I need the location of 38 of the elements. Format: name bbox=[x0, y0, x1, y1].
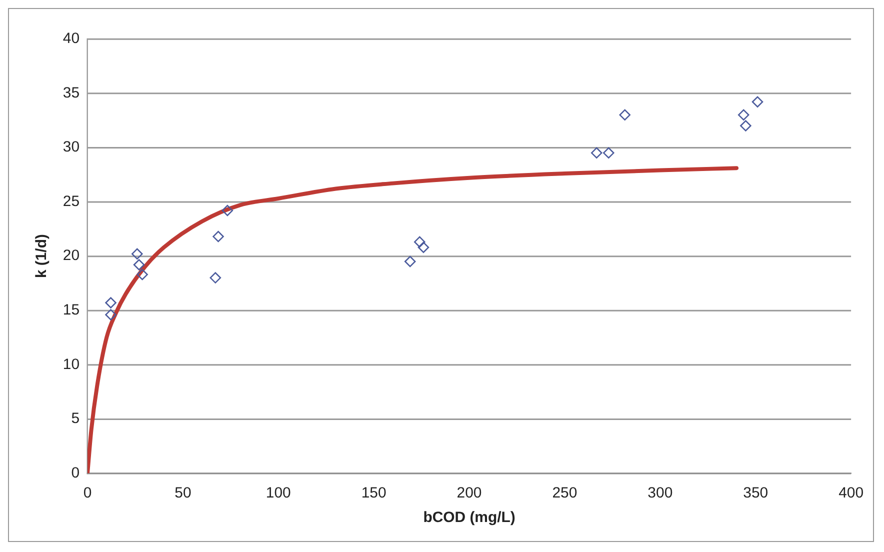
point bbox=[414, 236, 426, 248]
point bbox=[752, 96, 764, 108]
y-tick-label: 30 bbox=[62, 138, 80, 156]
x-axis-title: bCOD (mg/L) bbox=[423, 509, 516, 526]
point bbox=[418, 242, 430, 254]
point bbox=[602, 147, 614, 159]
y-tick-label: 15 bbox=[62, 302, 80, 318]
line-series bbox=[88, 166, 739, 474]
x-tick-label: 300 bbox=[648, 484, 673, 502]
point bbox=[619, 109, 630, 121]
x-tick-label: 250 bbox=[552, 484, 578, 502]
point bbox=[133, 259, 145, 270]
y-tick-label: 5 bbox=[71, 410, 80, 428]
y-tick-label: 10 bbox=[62, 356, 80, 373]
point bbox=[738, 109, 750, 121]
y-tick-label: 0 bbox=[71, 464, 80, 482]
x-tick-label: 50 bbox=[174, 484, 192, 502]
y-axis-title: k (1/d) bbox=[33, 234, 50, 278]
y-tick-label: 40 bbox=[62, 30, 80, 48]
x-tick-label: 0 bbox=[83, 484, 92, 502]
x-tick-label: 200 bbox=[456, 484, 482, 502]
point bbox=[131, 248, 143, 260]
x-tick-label: 350 bbox=[743, 484, 768, 502]
x-tick-label: 400 bbox=[838, 484, 864, 502]
point bbox=[212, 230, 224, 242]
point bbox=[590, 147, 602, 159]
point bbox=[105, 297, 116, 308]
point bbox=[222, 204, 234, 216]
x-tick-label: 100 bbox=[266, 484, 291, 502]
y-tick-label: 20 bbox=[62, 247, 80, 264]
x-tick-label: 150 bbox=[361, 484, 386, 502]
point bbox=[136, 268, 148, 280]
point bbox=[105, 309, 116, 320]
point bbox=[740, 120, 752, 132]
point bbox=[404, 256, 416, 268]
y-tick-label: 35 bbox=[62, 84, 80, 102]
point bbox=[210, 272, 222, 284]
y-tick-label: 25 bbox=[62, 192, 80, 210]
